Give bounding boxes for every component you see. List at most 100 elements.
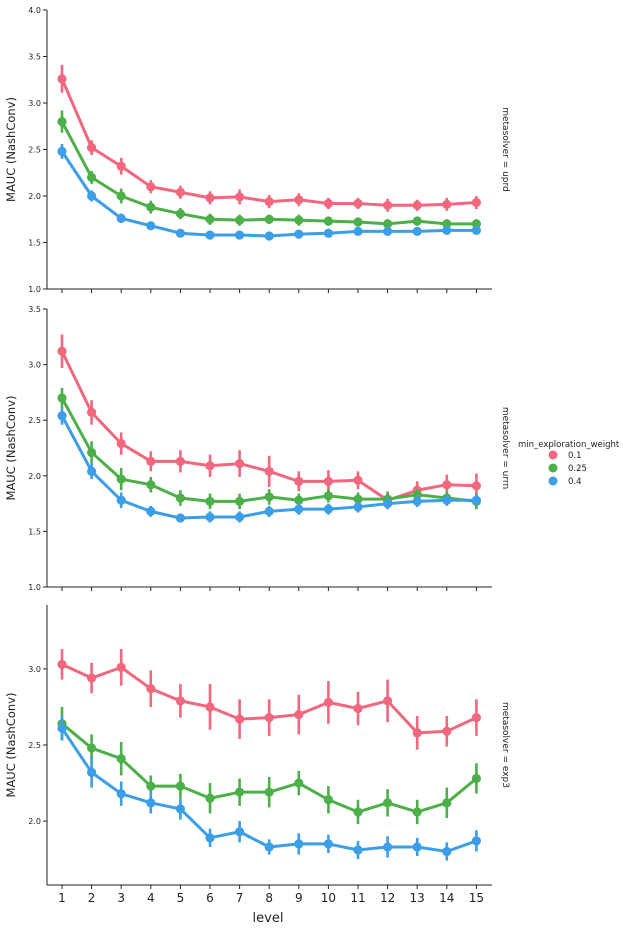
data-point xyxy=(146,798,156,808)
series-0.1 xyxy=(57,64,481,212)
data-point xyxy=(57,659,67,669)
data-point xyxy=(353,494,363,504)
x-tick-label: 8 xyxy=(265,891,273,905)
data-point xyxy=(116,438,126,449)
data-point xyxy=(294,195,304,205)
data-point xyxy=(205,702,215,712)
data-point xyxy=(383,226,393,236)
series-0.4 xyxy=(57,143,481,241)
y-tick-label: 1.0 xyxy=(28,583,41,592)
y-tick-label: 3.5 xyxy=(28,305,41,314)
data-point xyxy=(87,172,97,182)
data-point xyxy=(442,798,452,808)
data-point xyxy=(235,714,245,724)
data-point xyxy=(294,504,304,514)
y-tick-label: 2.5 xyxy=(28,416,41,425)
x-tick-label: 3 xyxy=(117,891,125,905)
data-point xyxy=(146,506,156,516)
data-point xyxy=(323,198,333,209)
data-point xyxy=(264,492,274,502)
data-point xyxy=(146,781,156,791)
data-point xyxy=(87,743,97,753)
data-point xyxy=(412,216,422,226)
data-point xyxy=(383,219,393,229)
data-point xyxy=(264,842,274,852)
data-point xyxy=(294,778,304,788)
data-point xyxy=(264,196,274,207)
data-point xyxy=(353,703,363,714)
y-tick-label: 1.5 xyxy=(28,527,41,536)
facet-label: metasolver = exp3 xyxy=(500,702,510,788)
data-point xyxy=(264,787,274,797)
data-point xyxy=(57,411,67,421)
data-point xyxy=(471,197,481,208)
data-point xyxy=(412,807,422,817)
series-0.1 xyxy=(57,334,481,510)
x-tick-label: 6 xyxy=(206,891,214,905)
data-point xyxy=(146,456,156,466)
data-point xyxy=(294,839,304,849)
data-point xyxy=(412,728,422,738)
data-point xyxy=(323,839,333,849)
legend-marker-0.25 xyxy=(548,463,558,473)
x-tick-label: 12 xyxy=(380,891,395,905)
data-point xyxy=(235,458,245,469)
data-point xyxy=(116,495,126,505)
x-tick-label: 4 xyxy=(147,891,155,905)
data-point xyxy=(57,74,67,84)
y-tick-label: 1.5 xyxy=(28,239,41,248)
y-tick-label: 4.0 xyxy=(28,6,41,15)
data-point xyxy=(205,193,215,203)
data-point xyxy=(235,787,245,797)
data-point xyxy=(323,491,333,501)
data-point xyxy=(294,229,304,239)
legend-label-0.25: 0.25 xyxy=(568,464,587,474)
data-point xyxy=(116,191,126,201)
y-axis-label: MAUC (NashConv) xyxy=(4,396,18,501)
x-tick-label: 7 xyxy=(236,891,244,905)
data-point xyxy=(235,512,245,522)
data-point xyxy=(57,723,67,733)
data-point xyxy=(264,214,274,224)
data-point xyxy=(442,726,452,736)
x-tick-label: 13 xyxy=(410,891,425,905)
legend-marker-0.1 xyxy=(548,450,558,460)
data-point xyxy=(116,662,126,672)
data-point xyxy=(442,480,452,490)
data-point xyxy=(294,215,304,225)
data-point xyxy=(412,496,422,506)
y-axis-label: MAUC (NashConv) xyxy=(4,693,18,798)
data-point xyxy=(294,495,304,505)
data-point xyxy=(471,713,481,723)
series-0.4 xyxy=(57,406,481,523)
data-point xyxy=(87,407,97,418)
data-point xyxy=(205,793,215,803)
data-point xyxy=(264,506,274,516)
x-tick-label: 10 xyxy=(321,891,336,905)
data-point xyxy=(353,475,363,485)
y-tick-label: 2.0 xyxy=(28,192,41,201)
data-point xyxy=(412,226,422,236)
data-point xyxy=(471,773,481,784)
legend-label-0.1: 0.1 xyxy=(568,451,582,461)
data-point xyxy=(264,713,274,723)
data-point xyxy=(353,226,363,236)
data-point xyxy=(323,504,333,514)
data-point xyxy=(57,393,67,403)
y-tick-label: 1.0 xyxy=(28,285,41,294)
data-point xyxy=(294,476,304,486)
data-point xyxy=(294,709,304,720)
series-0.1 xyxy=(57,649,481,750)
data-point xyxy=(205,833,215,843)
data-point xyxy=(57,146,67,156)
data-point xyxy=(323,476,333,486)
data-point xyxy=(353,807,363,817)
data-point xyxy=(146,480,156,490)
data-point xyxy=(235,496,245,506)
series-line xyxy=(60,78,477,207)
facet-panel-1: 1.0 1.5 2.0 2.5 3.0 3.5 4.0 MAUC (NashConv) meta… xyxy=(4,6,510,294)
data-point xyxy=(412,490,422,500)
data-point xyxy=(323,216,333,226)
y-tick-label: 3.5 xyxy=(28,53,41,62)
data-point xyxy=(412,842,422,852)
